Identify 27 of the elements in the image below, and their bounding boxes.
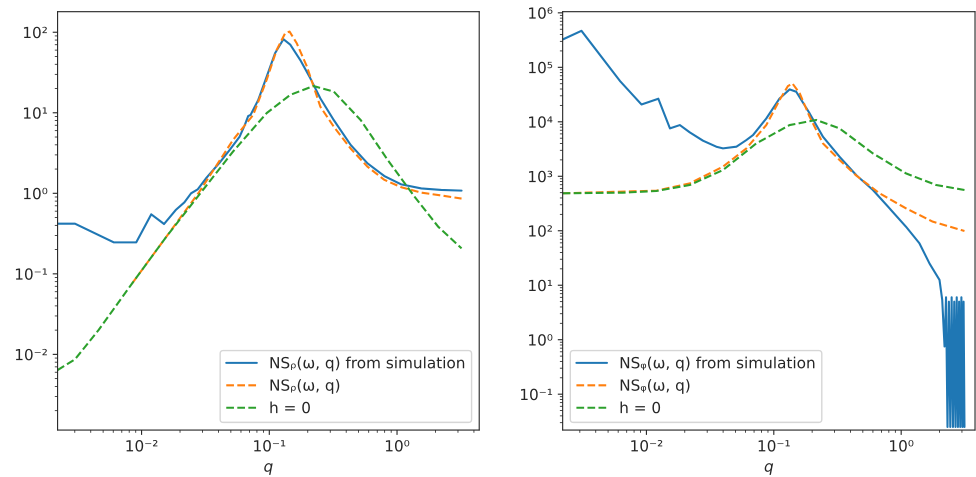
legend-label: NSᵨ(ω, q)	[270, 379, 340, 394]
x-axis-title: q	[264, 463, 273, 475]
y-tick-label: 10¹	[24, 107, 48, 119]
legend-label: NSᵩ(ω, q)	[620, 379, 690, 394]
x-tick-label: 10⁻¹	[758, 440, 790, 452]
y-tick-label: 10⁶	[529, 7, 552, 19]
x-tick-label: 10⁰	[386, 440, 410, 452]
y-tick-label: 10⁻¹	[520, 388, 552, 400]
y-tick-label: 10⁻²	[16, 348, 47, 360]
x-axis-title: q	[764, 463, 774, 475]
y-tick-label: 10⁰	[529, 334, 552, 346]
x-tick-label: 10⁻²	[126, 440, 158, 452]
y-tick-label: 10⁰	[24, 188, 48, 200]
x-tick-label: 10⁻¹	[254, 440, 286, 452]
y-tick-label: 10¹	[529, 280, 552, 292]
x-tick-label: 10⁰	[890, 440, 914, 452]
y-tick-label: 10²	[529, 225, 552, 237]
x-tick-label: 10⁻²	[631, 440, 662, 452]
y-tick-label: 10³	[529, 170, 552, 182]
y-tick-label: 10⁵	[529, 62, 552, 74]
legend-label: NSᵨ(ω, q) from simulation	[270, 356, 464, 372]
y-tick-label: 10⁴	[529, 116, 552, 128]
y-tick-label: 10⁻¹	[16, 268, 48, 280]
legend-label: h = 0	[620, 401, 660, 414]
y-tick-label: 10²	[24, 26, 47, 38]
legend-label: NSᵩ(ω, q) from simulation	[620, 356, 814, 372]
legend-label: h = 0	[270, 401, 310, 414]
